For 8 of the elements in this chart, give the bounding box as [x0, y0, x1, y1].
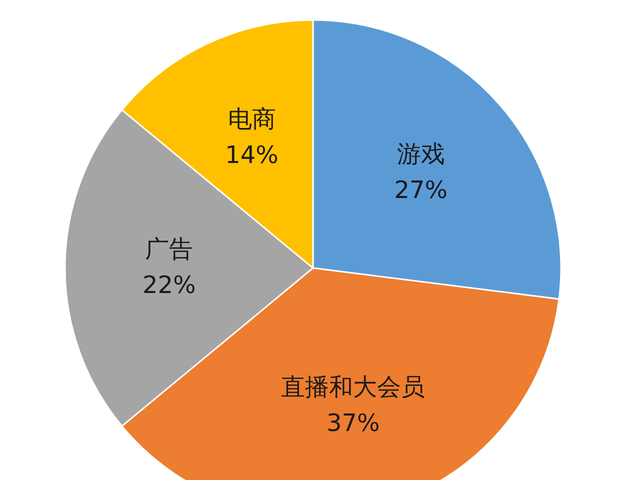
data-label: 14% — [225, 140, 278, 169]
data-label: 37% — [326, 409, 380, 438]
slice-label: 广告 — [145, 235, 194, 263]
slice-label: 电商 — [228, 104, 276, 133]
slice-label: 游戏 — [396, 140, 445, 168]
data-label: 27% — [394, 176, 448, 204]
slice-label: 直播和大会员 — [281, 373, 426, 402]
data-label: 22% — [142, 271, 196, 299]
